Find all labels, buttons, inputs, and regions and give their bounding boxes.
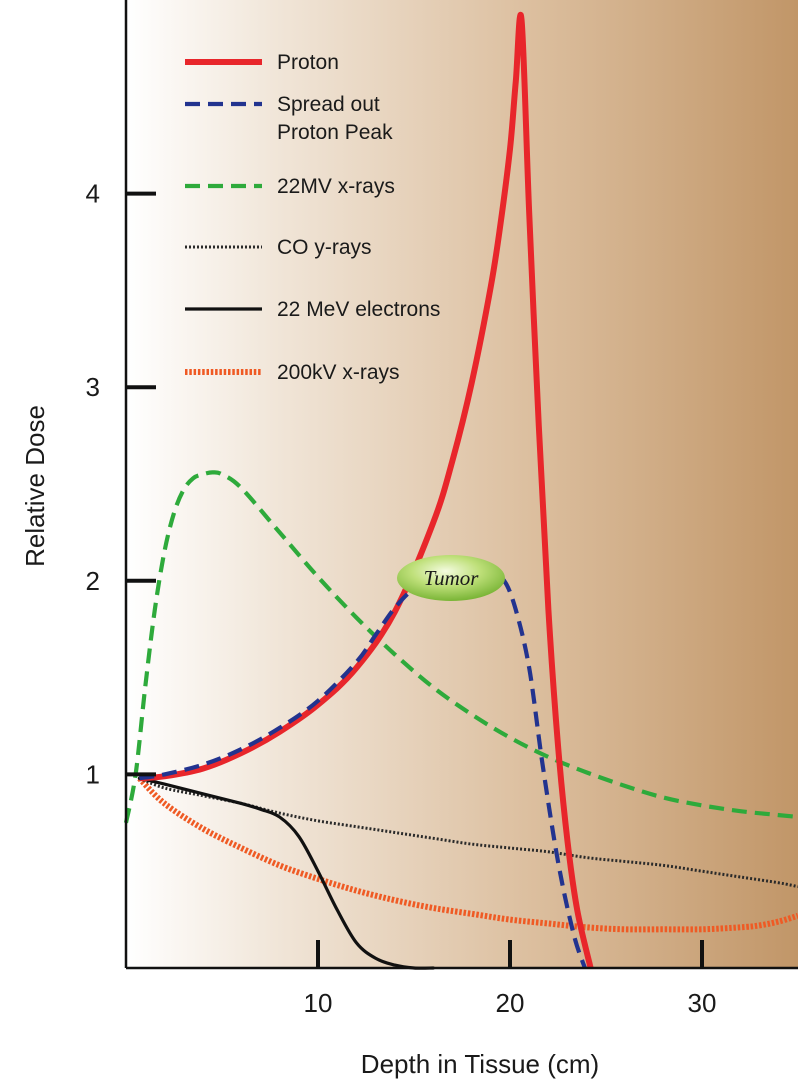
plot-background bbox=[126, 0, 798, 968]
legend-label-co-y-rays: CO y-rays bbox=[277, 236, 372, 259]
x-tick-label-10: 10 bbox=[304, 988, 333, 1018]
series-line-proton bbox=[139, 12, 594, 969]
legend-label-22mv-x-rays: 22MV x-rays bbox=[277, 175, 395, 198]
series-line-200kv-x-rays bbox=[137, 776, 798, 933]
tumor-label: Tumor bbox=[424, 566, 480, 590]
tumor-annotation: Tumor bbox=[397, 555, 505, 601]
y-tick-label-2: 2 bbox=[86, 566, 100, 596]
y-tick-label-4: 4 bbox=[86, 179, 100, 209]
legend-label-22-mev-electrons: 22 MeV electrons bbox=[277, 298, 440, 321]
tumor-ellipse bbox=[397, 555, 505, 601]
ticks: 1 2 3 4 10 20 30 bbox=[86, 179, 717, 1018]
axes bbox=[124, 0, 798, 970]
legend-label-200kv-x-rays: 200kV x-rays bbox=[277, 361, 400, 384]
x-axis-title: Depth in Tissue (cm) bbox=[361, 1049, 599, 1079]
series-line-22-mev-electrons bbox=[137, 776, 435, 970]
y-tick-label-3: 3 bbox=[86, 372, 100, 402]
x-tick-label-30: 30 bbox=[688, 988, 717, 1018]
x-tick-label-20: 20 bbox=[496, 988, 525, 1018]
y-axis-title: Relative Dose bbox=[20, 405, 50, 567]
series-line-22mv-x-rays bbox=[123, 470, 798, 824]
legend-label-spread-out-proton-peak: Spread out Proton Peak bbox=[277, 93, 393, 144]
y-tick-label-1: 1 bbox=[86, 759, 100, 789]
legend: Proton Spread out Proton Peak 22MV x-rays CO… bbox=[185, 51, 440, 384]
legend-label-proton: Proton bbox=[277, 51, 339, 74]
